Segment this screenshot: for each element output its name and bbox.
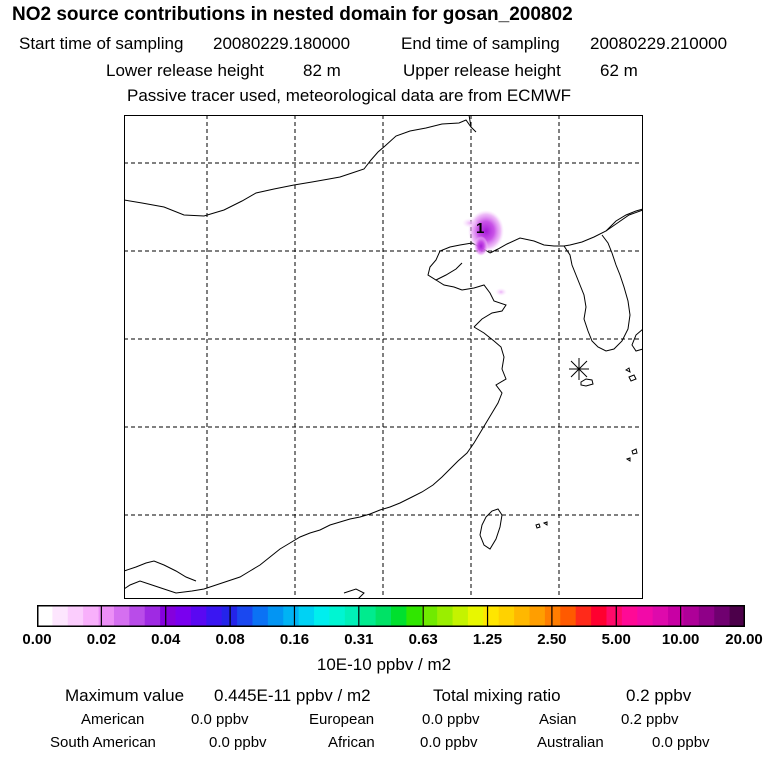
region-value: 0.0 ppbv (191, 711, 249, 728)
colorbar-swatch (52, 605, 69, 627)
colorbar-swatch (698, 605, 715, 627)
colorbar-swatch (344, 605, 361, 627)
map-title: NO2 source contributions in nested domai… (12, 4, 573, 25)
colorbar-swatch (529, 605, 546, 627)
upper-height-label: Upper release height (403, 61, 561, 80)
colorbar-swatch (252, 605, 269, 627)
colorbar-swatch (498, 605, 515, 627)
colorbar-swatch (467, 605, 484, 627)
colorbar-tick-label: 5.00 (601, 631, 631, 648)
receptor-star-icon (569, 358, 589, 380)
lower-height-label: Lower release height (106, 61, 264, 80)
colorbar-swatch (621, 605, 638, 627)
colorbar-swatch (606, 605, 623, 627)
lower-height-value: 82 m (303, 61, 341, 80)
start-time-value: 20080229.180000 (213, 34, 351, 53)
colorbar-swatch (144, 605, 161, 627)
colorbar-swatch (683, 605, 700, 627)
colorbar-swatch (160, 605, 177, 627)
region-name: Australian (537, 734, 604, 751)
colorbar-swatch (668, 605, 685, 627)
colorbar-swatch (652, 605, 669, 627)
colorbar-swatch (406, 605, 423, 627)
end-time-value: 20080229.210000 (590, 34, 728, 53)
end-time-label: End time of sampling (401, 34, 560, 53)
colorbar-swatch (267, 605, 284, 627)
region-value: 0.0 ppbv (420, 734, 478, 751)
colorbar-swatch (729, 605, 745, 627)
region-name: Asian (539, 711, 577, 728)
total-mixing-label: Total mixing ratio (433, 686, 561, 705)
colorbar-swatch (437, 605, 454, 627)
colorbar-tick-label: 0.00 (22, 631, 52, 648)
colorbar-swatch (283, 605, 300, 627)
colorbar-tick-label: 20.00 (725, 631, 763, 648)
colorbar-swatch (483, 605, 500, 627)
colorbar-swatch (544, 605, 561, 627)
colorbar-unit: 10E-10 ppbv / m2 (316, 655, 452, 674)
colorbar-tick-label: 0.16 (279, 631, 310, 648)
source-marker-label: 1 (476, 220, 484, 237)
colorbar-swatch (175, 605, 192, 627)
colorbar-swatch (575, 605, 592, 627)
colorbar-swatch (314, 605, 331, 627)
colorbar-swatch (560, 605, 577, 627)
region-value: 0.0 ppbv (422, 711, 480, 728)
total-mixing-value: 0.2 ppbv (626, 686, 692, 705)
colorbar-swatch (714, 605, 731, 627)
colorbar-swatch (129, 605, 146, 627)
colorbar-swatch (591, 605, 608, 627)
colorbar-swatch (98, 605, 115, 627)
colorbar (37, 605, 745, 627)
contribution-map: 1 (124, 115, 643, 599)
colorbar-swatch (514, 605, 531, 627)
region-name: South American (50, 734, 156, 751)
colorbar-swatch (637, 605, 654, 627)
tracer-note: Passive tracer used, meteorological data… (127, 86, 572, 105)
colorbar-swatch (421, 605, 438, 627)
colorbar-swatch (37, 605, 53, 627)
colorbar-swatch (452, 605, 469, 627)
colorbar-swatch (360, 605, 377, 627)
region-value: 0.2 ppbv (621, 711, 679, 728)
colorbar-tick-label: 0.63 (408, 631, 438, 648)
colorbar-swatch (391, 605, 407, 627)
max-value: 0.445E-11 ppbv / m2 (214, 686, 371, 705)
colorbar-tick-label: 0.04 (151, 631, 181, 648)
region-name: African (328, 734, 375, 751)
colorbar-tick-label: 10.00 (661, 631, 700, 648)
colorbar-swatch (329, 605, 346, 627)
region-name: European (309, 711, 375, 728)
colorbar-tick-label: 2.50 (537, 631, 567, 648)
colorbar-swatch (206, 605, 223, 627)
region-value: 0.0 ppbv (652, 734, 710, 751)
plume (462, 210, 507, 296)
colorbar-swatch (190, 605, 207, 627)
start-time-label: Start time of sampling (19, 34, 184, 53)
colorbar-tick-label: 0.31 (344, 631, 374, 648)
colorbar-swatch (67, 605, 84, 627)
colorbar-frame (37, 605, 745, 627)
colorbar-swatch (113, 605, 130, 627)
colorbar-tick-label: 0.02 (86, 631, 116, 648)
graticule (124, 115, 643, 599)
colorbar-swatch (83, 605, 100, 627)
map-frame (124, 115, 643, 599)
upper-height-value: 62 m (600, 61, 638, 80)
max-value-label: Maximum value (65, 686, 185, 705)
colorbar-swatch (237, 605, 254, 627)
colorbar-swatch (375, 605, 392, 627)
region-name: American (81, 711, 145, 728)
colorbar-swatch (298, 605, 315, 627)
colorbar-tick-label: 0.08 (215, 631, 245, 648)
colorbar-tick-label: 1.25 (472, 631, 503, 648)
region-value: 0.0 ppbv (209, 734, 267, 751)
